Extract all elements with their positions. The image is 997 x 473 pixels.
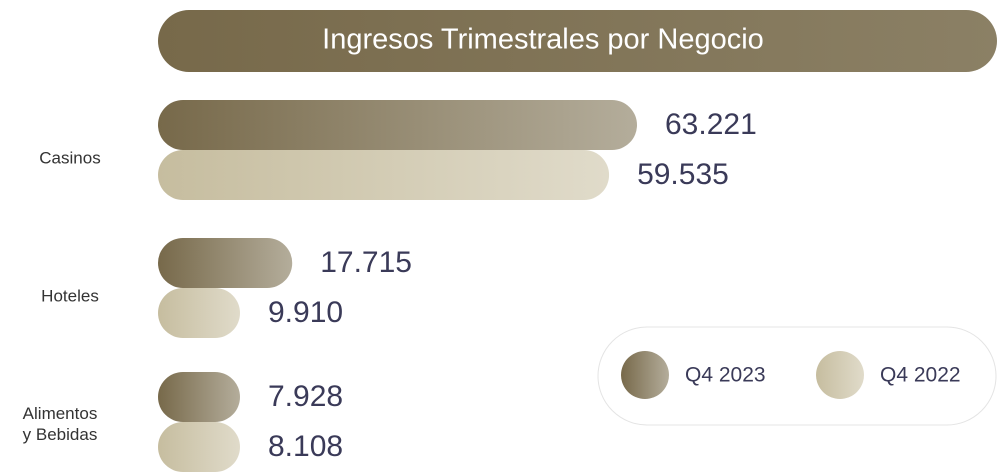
legend-swatch <box>621 351 669 399</box>
bar <box>158 372 240 422</box>
chart-title: Ingresos Trimestrales por Negocio <box>322 24 764 56</box>
bar <box>158 238 293 288</box>
value-label: 7.928 <box>268 380 343 413</box>
value-label: 17.715 <box>320 246 412 279</box>
value-label: 59.535 <box>637 158 729 191</box>
legend-label: Q4 2022 <box>880 364 961 387</box>
category-label: Hoteles <box>41 286 99 306</box>
value-label: 9.910 <box>268 296 343 329</box>
value-label: 8.108 <box>268 430 343 463</box>
value-label: 63.221 <box>665 108 757 141</box>
bar <box>158 288 240 338</box>
category-label: Casinos <box>39 148 101 168</box>
title-pill <box>158 10 997 72</box>
legend-swatch <box>816 351 864 399</box>
bar <box>158 150 610 200</box>
legend-label: Q4 2023 <box>685 364 766 387</box>
bar <box>158 100 637 150</box>
legend-box <box>597 326 997 426</box>
bar <box>158 422 240 472</box>
category-label: Alimentos y Bebidas <box>22 404 98 444</box>
